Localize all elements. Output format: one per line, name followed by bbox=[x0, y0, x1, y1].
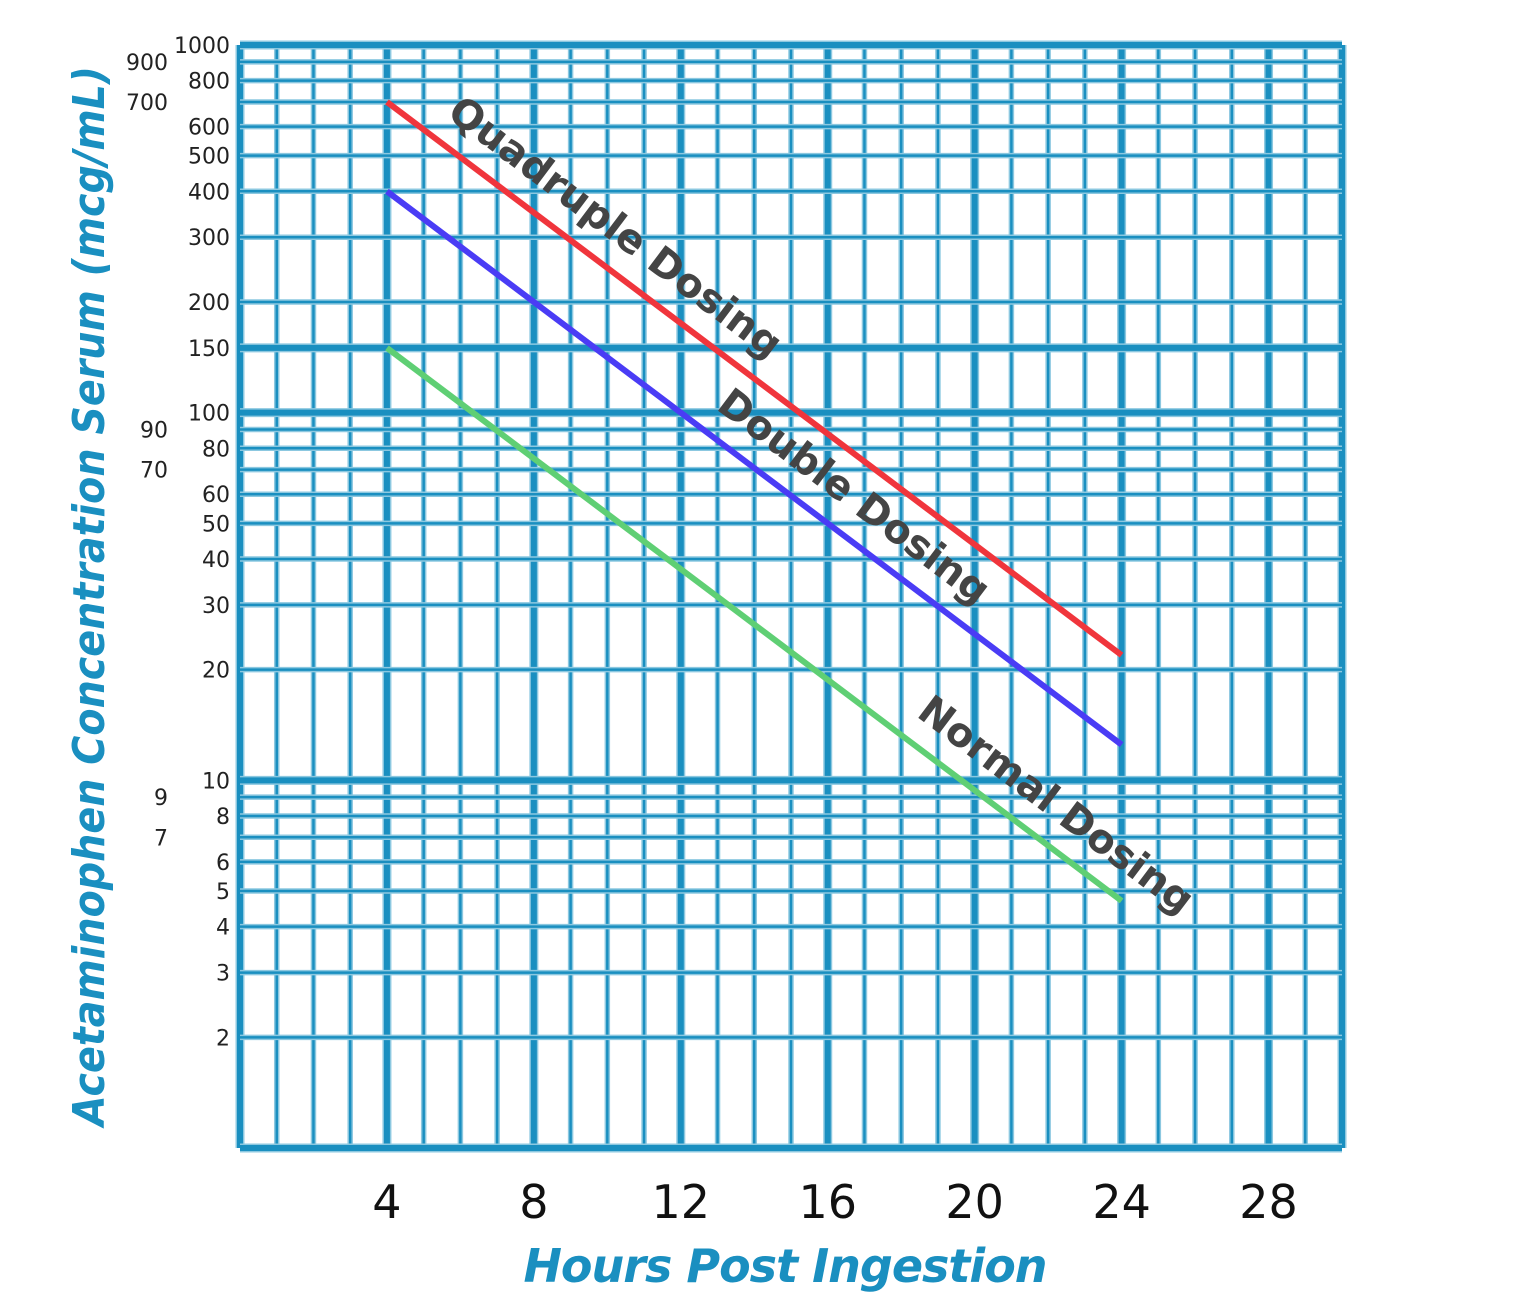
y-tick-label: 9 bbox=[154, 786, 168, 811]
y-tick-label: 6 bbox=[216, 851, 230, 876]
y-tick-label: 400 bbox=[188, 180, 230, 205]
y-tick-label: 900 bbox=[126, 51, 168, 76]
x-tick-label: 12 bbox=[652, 1175, 711, 1229]
y-tick-label: 150 bbox=[188, 337, 230, 362]
series-label: Quadruple Dosing bbox=[440, 87, 791, 367]
x-axis-ticks: 4 8 12 16 20 24 28 bbox=[372, 1175, 1298, 1229]
y-tick-label: 2 bbox=[216, 1026, 230, 1051]
y-tick-label: 80 bbox=[202, 437, 230, 462]
y-axis-title: Acetaminophen Concentration Serum (mcg/m… bbox=[64, 66, 115, 1129]
y-tick-label: 700 bbox=[126, 91, 168, 116]
y-tick-label: 40 bbox=[202, 548, 230, 573]
x-tick-label: 8 bbox=[519, 1175, 548, 1229]
y-tick-label: 200 bbox=[188, 291, 230, 316]
y-tick-label: 500 bbox=[188, 145, 230, 170]
y-tick-label: 5 bbox=[216, 880, 230, 905]
x-tick-label: 16 bbox=[798, 1175, 857, 1229]
y-tick-label: 30 bbox=[202, 594, 230, 619]
y-tick-label: 10 bbox=[202, 769, 230, 794]
y-tick-label: 600 bbox=[188, 116, 230, 141]
y-tick-label: 800 bbox=[188, 70, 230, 95]
y-tick-label: 4 bbox=[216, 916, 230, 941]
x-tick-label: 28 bbox=[1239, 1175, 1298, 1229]
grid bbox=[235, 40, 1347, 1153]
x-tick-label: 4 bbox=[372, 1175, 401, 1229]
y-tick-label: 7 bbox=[154, 826, 168, 851]
y-tick-label: 3 bbox=[216, 962, 230, 987]
x-axis-title: Hours Post Ingestion bbox=[523, 1239, 1046, 1293]
y-tick-label: 90 bbox=[140, 418, 168, 443]
y-tick-label: 1000 bbox=[174, 34, 230, 59]
series-line-normal-dosing bbox=[385, 345, 1124, 904]
series-line-quadruple-dosing bbox=[385, 99, 1124, 658]
y-tick-label: 300 bbox=[188, 226, 230, 251]
y-tick-label: 50 bbox=[202, 512, 230, 537]
y-tick-label: 8 bbox=[216, 805, 230, 830]
series-line-double-dosing bbox=[385, 188, 1124, 748]
y-tick-label: 100 bbox=[188, 402, 230, 427]
y-tick-label: 70 bbox=[140, 459, 168, 484]
y-tick-label: 60 bbox=[202, 483, 230, 508]
x-tick-label: 20 bbox=[945, 1175, 1004, 1229]
series-lines bbox=[385, 99, 1124, 904]
x-tick-label: 24 bbox=[1092, 1175, 1151, 1229]
y-tick-label: 20 bbox=[202, 659, 230, 684]
